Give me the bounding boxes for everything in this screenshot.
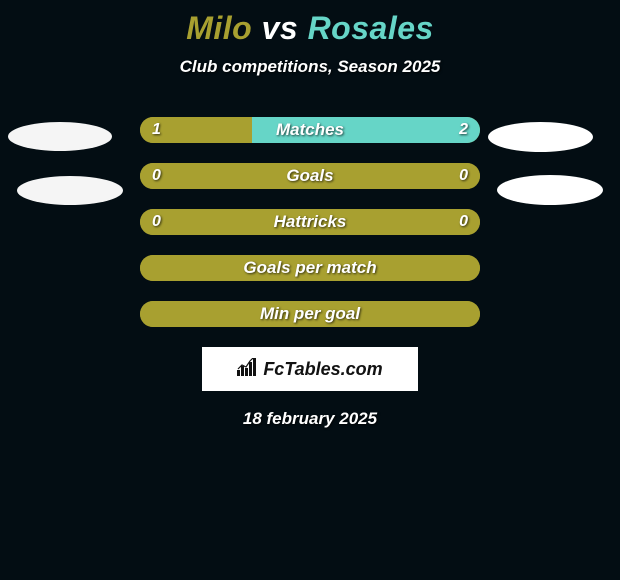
- player2-badge-top: [488, 122, 593, 152]
- stat-row: Goals per match: [140, 255, 480, 281]
- page-title: Milo vs Rosales: [0, 0, 620, 47]
- player1-name: Milo: [186, 10, 252, 46]
- subtitle: Club competitions, Season 2025: [0, 57, 620, 77]
- stat-label: Min per goal: [140, 301, 480, 327]
- stat-label: Goals per match: [140, 255, 480, 281]
- logo-box: FcTables.com: [202, 347, 418, 391]
- bars-icon: [237, 358, 259, 381]
- stat-row: Min per goal: [140, 301, 480, 327]
- vs-text: vs: [262, 10, 299, 46]
- stat-label: Hattricks: [140, 209, 480, 235]
- stat-row: 00Hattricks: [140, 209, 480, 235]
- date-text: 18 february 2025: [0, 409, 620, 429]
- player2-badge-bottom: [497, 175, 603, 205]
- stat-rows-container: 12Matches 00Goals 00Hattricks Goals per mat…: [140, 117, 480, 327]
- player1-badge-bottom: [17, 176, 123, 205]
- player2-name: Rosales: [308, 10, 434, 46]
- stat-row: 00Goals: [140, 163, 480, 189]
- stat-label: Matches: [140, 117, 480, 143]
- stat-label: Goals: [140, 163, 480, 189]
- player1-badge-top: [8, 122, 112, 151]
- stat-row: 12Matches: [140, 117, 480, 143]
- logo: FcTables.com: [237, 358, 382, 381]
- logo-text: FcTables.com: [263, 359, 382, 380]
